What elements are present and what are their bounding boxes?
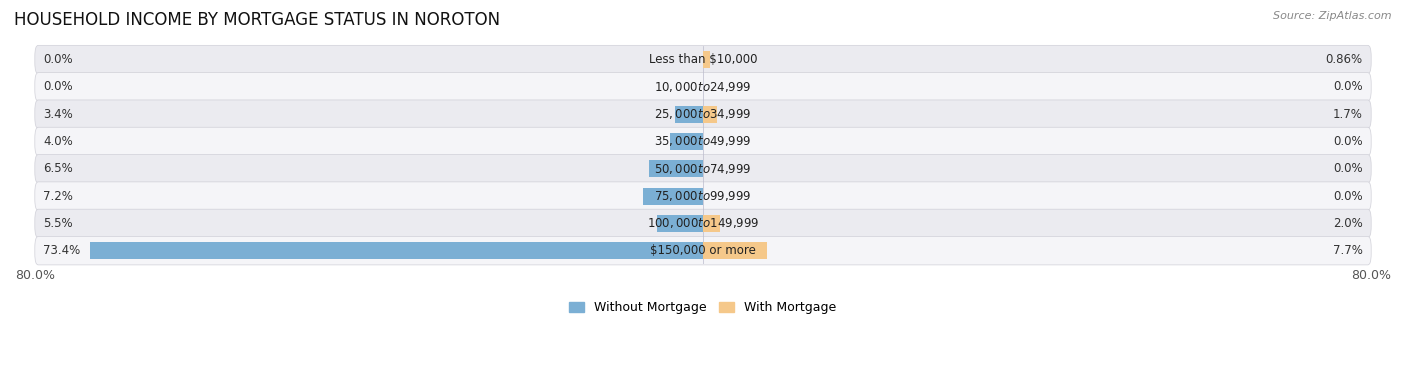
Text: 6.5%: 6.5% [44,162,73,175]
Text: 0.0%: 0.0% [44,53,73,66]
Bar [703,215,720,232]
Bar [703,51,710,68]
Text: 7.2%: 7.2% [44,190,73,202]
Text: 7.7%: 7.7% [1333,244,1362,257]
FancyBboxPatch shape [35,209,1371,238]
Text: 0.0%: 0.0% [44,80,73,93]
Text: 4.0%: 4.0% [44,135,73,148]
Legend: Without Mortgage, With Mortgage: Without Mortgage, With Mortgage [564,296,842,319]
Text: 1.7%: 1.7% [1333,108,1362,121]
Text: HOUSEHOLD INCOME BY MORTGAGE STATUS IN NOROTON: HOUSEHOLD INCOME BY MORTGAGE STATUS IN N… [14,11,501,29]
Bar [648,160,703,177]
Text: $150,000 or more: $150,000 or more [650,244,756,257]
Text: $100,000 to $149,999: $100,000 to $149,999 [647,216,759,230]
Text: 2.0%: 2.0% [1333,217,1362,230]
Text: $75,000 to $99,999: $75,000 to $99,999 [654,189,752,203]
Bar [643,188,703,205]
Text: Less than $10,000: Less than $10,000 [648,53,758,66]
FancyBboxPatch shape [35,127,1371,156]
FancyBboxPatch shape [35,182,1371,210]
Text: $50,000 to $74,999: $50,000 to $74,999 [654,162,752,176]
Text: Source: ZipAtlas.com: Source: ZipAtlas.com [1274,11,1392,21]
Text: 3.4%: 3.4% [44,108,73,121]
Bar [703,242,768,259]
FancyBboxPatch shape [35,100,1371,128]
Text: 0.0%: 0.0% [1333,135,1362,148]
Text: 5.5%: 5.5% [44,217,73,230]
Bar [657,215,703,232]
FancyBboxPatch shape [35,155,1371,183]
FancyBboxPatch shape [35,45,1371,74]
Bar [703,106,717,123]
Text: $35,000 to $49,999: $35,000 to $49,999 [654,135,752,149]
Text: $10,000 to $24,999: $10,000 to $24,999 [654,80,752,94]
Text: 0.86%: 0.86% [1326,53,1362,66]
Text: 0.0%: 0.0% [1333,190,1362,202]
Bar [90,242,703,259]
Text: 0.0%: 0.0% [1333,162,1362,175]
Text: 0.0%: 0.0% [1333,80,1362,93]
Bar [669,133,703,150]
Text: 73.4%: 73.4% [44,244,80,257]
Bar [675,106,703,123]
Text: $25,000 to $34,999: $25,000 to $34,999 [654,107,752,121]
FancyBboxPatch shape [35,236,1371,265]
FancyBboxPatch shape [35,73,1371,101]
